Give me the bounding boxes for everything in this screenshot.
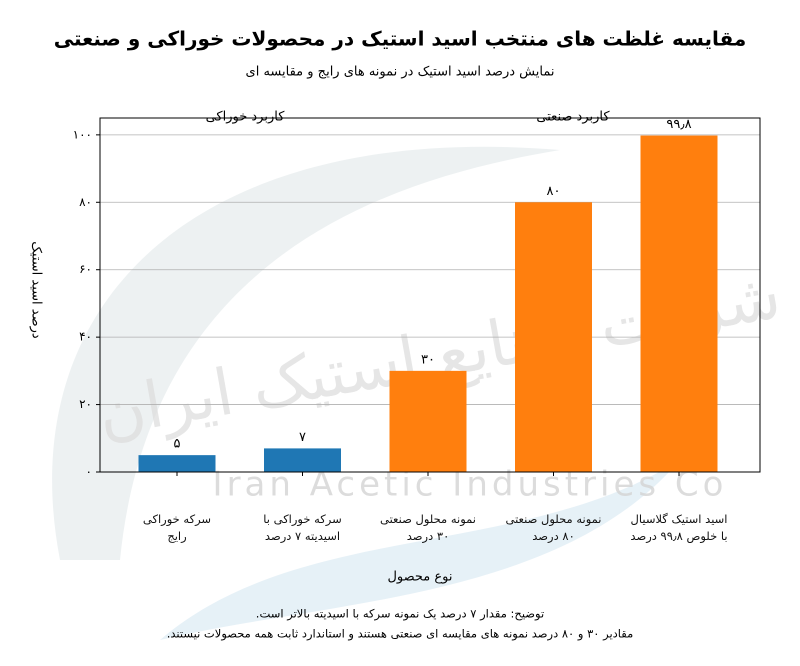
y-tick-label: ۲۰: [79, 397, 92, 411]
bar: [389, 370, 467, 472]
bar: [264, 448, 341, 472]
value-label: ۹۹٫۸: [666, 117, 691, 132]
chart-subtitle: نمایش درصد اسید استیک در نمونه های رایج …: [246, 65, 555, 80]
bar: [640, 135, 718, 472]
x-axis-label: نوع محصول: [387, 570, 452, 585]
x-tick-label: سرکه خوراکی رایج: [142, 512, 212, 543]
bar: [138, 455, 216, 472]
y-tick-label: ۰: [86, 465, 92, 479]
x-tick-label: سرکه خوراکی با اسیدیته ۷ درصد: [263, 512, 342, 543]
chart-title: مقایسه غلظت های منتخب اسید استیک در محصو…: [54, 27, 747, 51]
group-label: کاربرد صنعتی: [536, 110, 610, 125]
x-tick-label: نمونه محلول صنعتی ۳۰ درصد: [380, 512, 476, 543]
value-label: ۳۰: [421, 352, 435, 367]
note: مقادیر ۳۰ و ۸۰ درصد نمونه های مقایسه ای …: [167, 627, 634, 642]
watermark-swoosh: [52, 146, 561, 560]
watermark-swoosh: [160, 460, 680, 640]
x-tick-label: نمونه محلول صنعتی ۸۰ درصد: [505, 512, 602, 543]
y-axis-label: درصد اسید استیک: [29, 241, 44, 339]
x-tick-label: اسید استیک گلاسیال با خلوص ۹۹٫۸ درصد: [630, 512, 728, 543]
y-tick-label: ۱۰۰: [73, 127, 92, 141]
plot-frame: [99, 117, 761, 473]
bar: [515, 202, 592, 473]
value-label: ۷: [299, 430, 306, 445]
note: توضیح: مقدار ۷ درصد یک نمونه سرکه با اسی…: [256, 607, 544, 622]
y-tick-label: ۸۰: [79, 195, 92, 209]
y-tick-label: ۶۰: [79, 262, 92, 276]
value-label: ۸۰: [547, 184, 561, 199]
y-tick-label: ۴۰: [79, 330, 92, 344]
group-label: کاربرد خوراکی: [206, 110, 286, 125]
value-label: ۵: [174, 437, 181, 452]
